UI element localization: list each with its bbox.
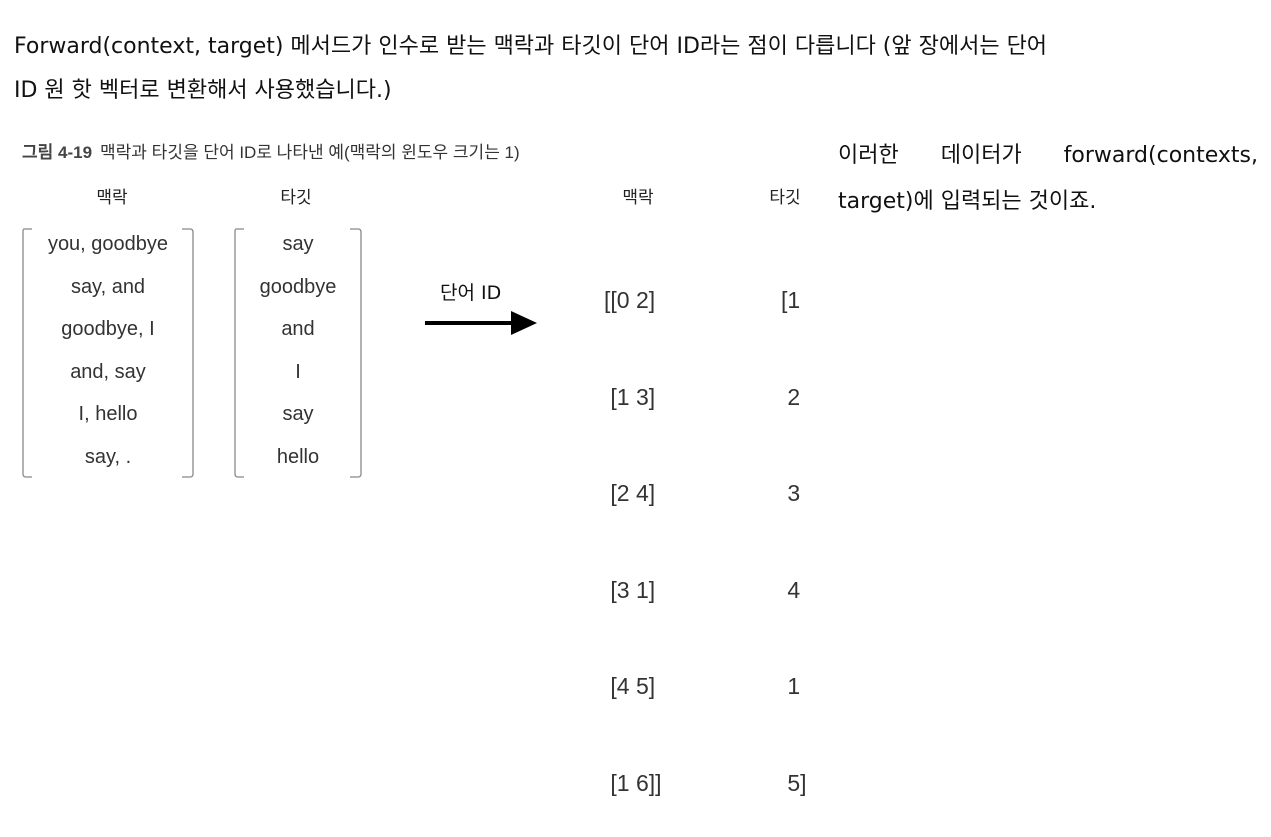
context-word-list: you, goodbye say, and goodbye, I and, sa… <box>22 229 194 484</box>
right-arrow-icon <box>425 311 537 335</box>
list-item: say, and <box>70 275 146 298</box>
intro-paragraph: Forward(context, target) 메서드가 인수로 받는 맥락과… <box>14 25 1264 113</box>
list-item: and <box>281 318 315 340</box>
list-item: [4 5] <box>604 673 656 699</box>
list-item: [[0 2] <box>604 287 656 313</box>
right-context-header: 맥락 <box>622 188 654 208</box>
context-id-list: [[0 2] [1 3] [2 4] [3 1] [4 5] [1 6]] <box>604 231 662 837</box>
list-item: 4 <box>781 576 801 603</box>
figure-caption: 그림 4-19 맥락과 타깃을 단어 ID로 나타낸 예(맥락의 윈도우 크기는 … <box>22 138 520 163</box>
right-target-header: 타깃 <box>769 188 801 208</box>
list-item: hello <box>276 445 320 468</box>
context-bracket <box>22 228 194 478</box>
list-item: [1 <box>781 287 801 313</box>
intro-line-2: ID 원 핫 벡터로 변환해서 사용했습니다.) <box>14 78 392 103</box>
left-target-header: 타깃 <box>280 188 312 208</box>
list-item: [1 6]] <box>604 769 662 796</box>
list-item: I, hello <box>78 403 138 425</box>
list-item: say <box>282 233 314 255</box>
target-word-list: say goodbye and I say hello <box>234 229 362 484</box>
list-item: 5] <box>781 769 807 796</box>
list-item: 1 <box>781 673 801 699</box>
target-bracket <box>234 228 362 478</box>
side-word: 이러한 <box>838 143 899 168</box>
list-item: 3 <box>781 480 801 506</box>
list-item: goodbye, I <box>61 318 155 340</box>
side-line-2: target)에 입력되는 것이죠. <box>838 189 1097 214</box>
target-id-list: [1 2 3 4 1 5] <box>781 231 807 837</box>
list-item: [3 1] <box>604 576 656 603</box>
side-word: 데이터가 <box>940 143 1022 168</box>
list-item: goodbye <box>259 275 337 298</box>
list-item: you, goodbye <box>47 233 169 255</box>
list-item: and, say <box>70 360 146 383</box>
list-item: [2 4] <box>604 480 656 506</box>
list-item: [1 3] <box>604 383 656 410</box>
list-item: I <box>295 360 301 383</box>
left-context-header: 맥락 <box>96 188 128 208</box>
intro-line-1: Forward(context, target) 메서드가 인수로 받는 맥락과… <box>14 34 1048 59</box>
figure-caption-text: 맥락과 타깃을 단어 ID로 나타낸 예(맥락의 윈도우 크기는 1) <box>100 143 520 162</box>
side-word: forward(contexts, <box>1063 143 1258 168</box>
side-paragraph: 이러한 데이터가 forward(contexts, target)에 입력되는… <box>838 133 1258 225</box>
side-line-1: 이러한 데이터가 forward(contexts, <box>838 133 1258 179</box>
list-item: say, . <box>84 445 132 468</box>
list-item: say <box>282 403 314 425</box>
figure-number: 그림 4-19 <box>22 143 93 162</box>
list-item: 2 <box>781 383 801 410</box>
arrow-label: 단어 ID <box>440 282 502 304</box>
